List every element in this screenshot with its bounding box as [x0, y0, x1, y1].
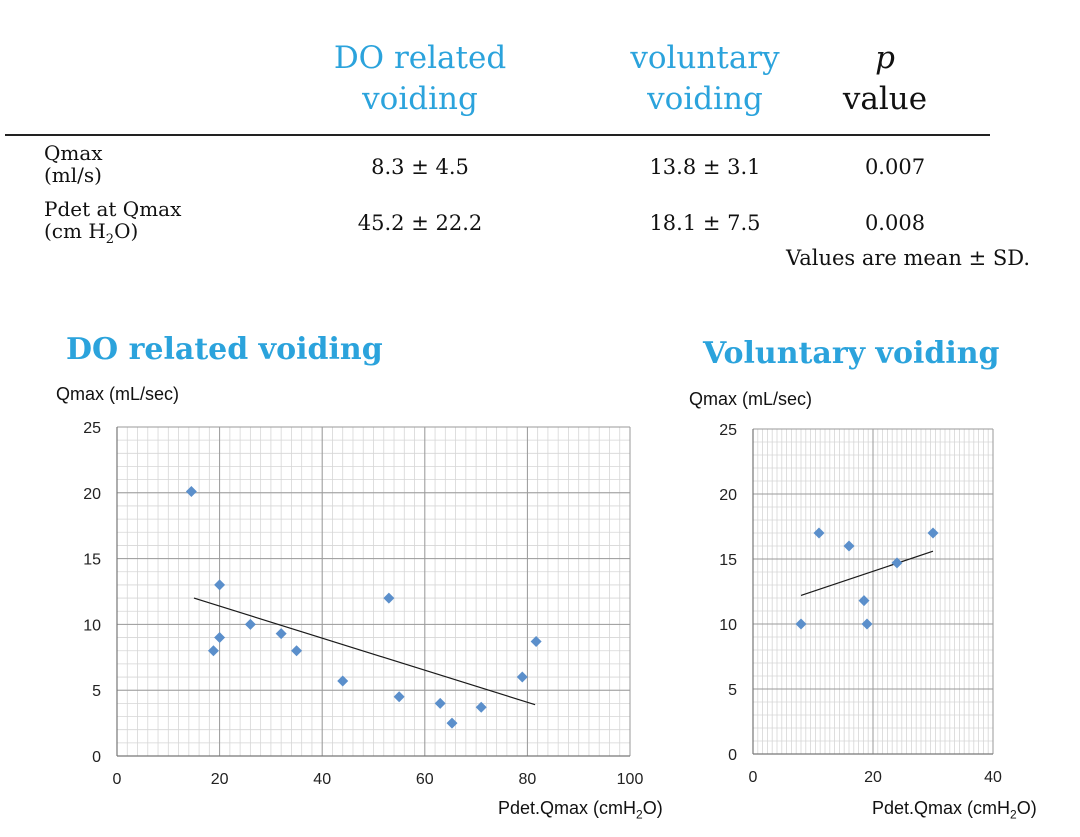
y-tick-label: 15 — [719, 552, 737, 569]
x-tick-label: 100 — [617, 771, 644, 788]
data-point — [858, 595, 870, 607]
y-tick-label: 20 — [719, 487, 737, 504]
y-tick-label: 5 — [728, 682, 737, 699]
data-point — [214, 632, 226, 644]
summary-table: DO related voiding voluntary voiding p v… — [0, 0, 1080, 290]
data-point — [813, 527, 825, 539]
y-tick-label: 15 — [83, 552, 101, 569]
data-point — [434, 697, 446, 709]
chart-title-do: DO related voiding — [66, 332, 383, 367]
data-point — [475, 701, 487, 713]
trendline — [800, 550, 934, 596]
cell-qmax-vol: 13.8 ± 3.1 — [649, 155, 761, 179]
y-axis-label-vol: Qmax (mL/sec) — [689, 389, 813, 409]
data-point — [214, 579, 226, 591]
y-tick-label: 20 — [83, 486, 101, 503]
cell-pdet-p: 0.008 — [864, 211, 926, 235]
y-tick-label: 5 — [92, 683, 101, 700]
data-point — [891, 557, 903, 569]
data-point — [185, 485, 197, 497]
y-tick-label: 10 — [719, 617, 737, 634]
x-axis-label-vol: Pdet.Qmax (cmH2O) — [872, 798, 1037, 822]
data-point — [843, 540, 855, 552]
scatter-chart-do: 0 5 10 15 20 25 0 20 40 60 80 100 — [83, 420, 644, 788]
data-point — [275, 628, 287, 640]
data-point — [516, 671, 528, 683]
table-rule — [5, 134, 990, 136]
cell-pdet-vol: 18.1 ± 7.5 — [649, 211, 761, 235]
y-tick-label: 10 — [83, 617, 101, 634]
header-p-value: p value — [842, 40, 928, 117]
y-tick-label: 0 — [728, 747, 737, 764]
x-tick-label: 20 — [864, 769, 882, 786]
cell-qmax-p: 0.007 — [864, 155, 926, 179]
x-axis-label-do: Pdet.Qmax (cmH2O) — [498, 798, 663, 822]
scatter-chart-vol: 0 5 10 15 20 25 0 20 40 — [719, 422, 1002, 786]
data-point — [383, 592, 395, 604]
data-point — [795, 618, 807, 630]
header-do-related-voiding: DO related voiding — [333, 40, 507, 117]
chart-title-vol: Voluntary voiding — [703, 336, 1000, 371]
data-point — [927, 527, 939, 539]
footnote: Values are mean ± SD. — [785, 246, 1030, 270]
data-point — [530, 636, 542, 648]
data-point — [207, 645, 219, 657]
y-tick-label: 25 — [719, 422, 737, 439]
data-point — [446, 717, 458, 729]
y-axis-label-do: Qmax (mL/sec) — [56, 384, 180, 404]
data-point — [244, 618, 256, 630]
data-point — [393, 691, 405, 703]
data-point — [337, 675, 349, 687]
y-tick-label: 0 — [92, 749, 101, 766]
x-tick-label: 60 — [416, 771, 434, 788]
data-point — [861, 618, 873, 630]
y-tick-label: 25 — [83, 420, 101, 437]
x-tick-label: 40 — [984, 769, 1002, 786]
x-tick-label: 80 — [519, 771, 537, 788]
cell-pdet-do: 45.2 ± 22.2 — [357, 211, 483, 235]
row-label-qmax: Qmax (ml/s) — [44, 141, 103, 187]
data-point — [291, 645, 303, 657]
x-tick-label: 20 — [211, 771, 229, 788]
x-tick-label: 0 — [749, 769, 758, 786]
x-tick-label: 0 — [113, 771, 122, 788]
row-label-pdet: Pdet at Qmax (cm H2O) — [44, 197, 182, 247]
trendline — [193, 597, 536, 706]
cell-qmax-do: 8.3 ± 4.5 — [371, 155, 469, 179]
x-tick-label: 40 — [313, 771, 331, 788]
header-voluntary-voiding: voluntary voiding — [630, 40, 780, 117]
